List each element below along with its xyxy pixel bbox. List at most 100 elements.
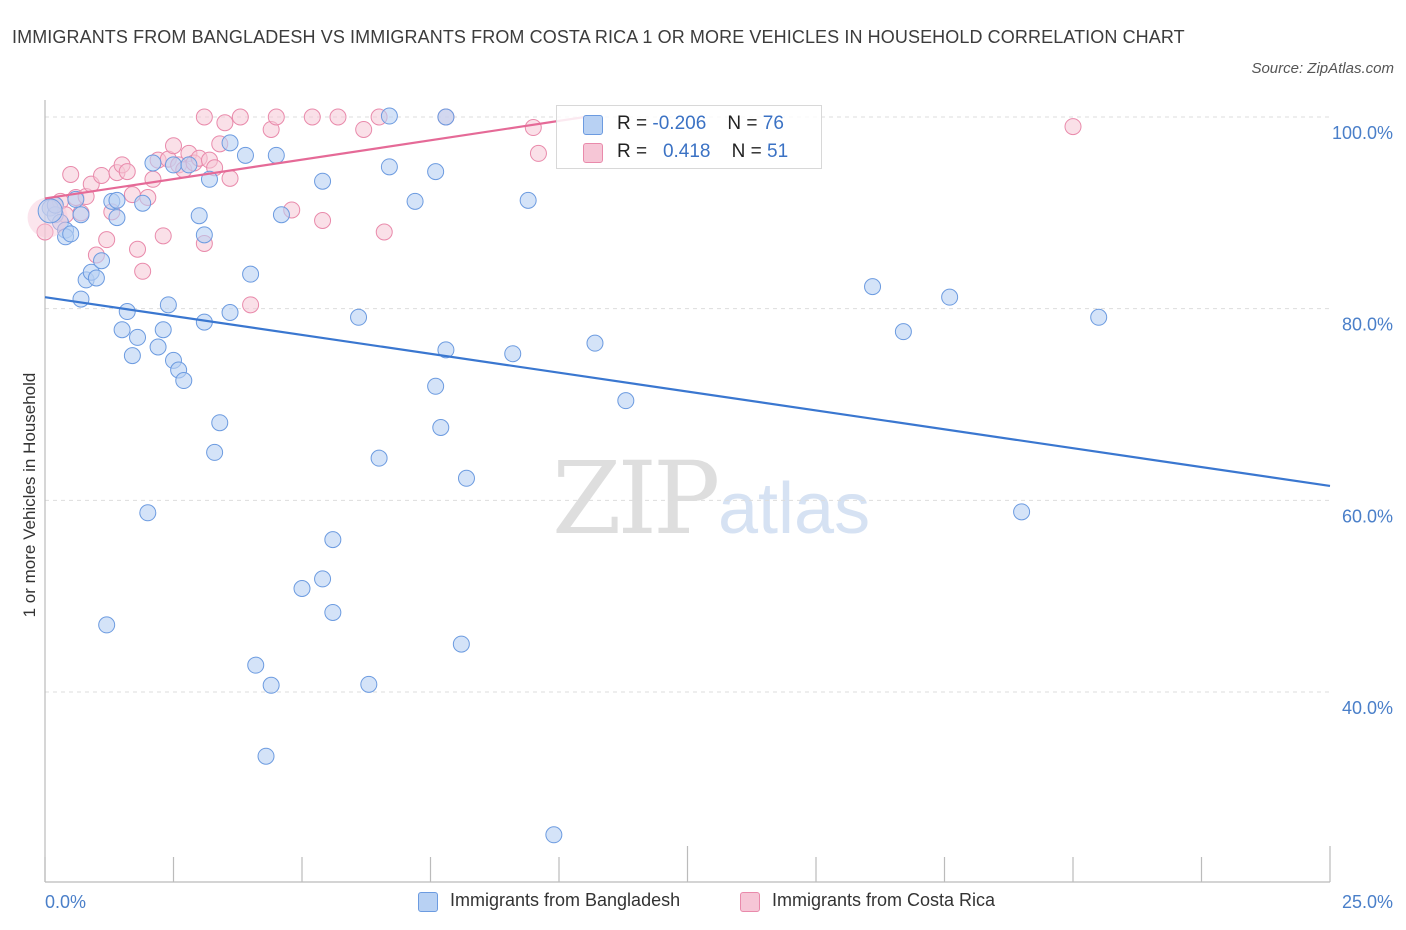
r-label: R = <box>617 113 648 134</box>
point-bangladesh <box>432 419 450 436</box>
point-bangladesh <box>267 146 285 164</box>
point-bangladesh <box>519 191 537 209</box>
point-bangladesh <box>360 675 378 693</box>
point-bangladesh <box>452 635 470 653</box>
point-bangladesh <box>293 580 311 597</box>
point-costa-rica <box>242 296 260 314</box>
point-bangladesh <box>406 192 424 210</box>
point-costa-rica <box>165 137 182 155</box>
source-label: Source: ZipAtlas.com <box>1251 60 1394 77</box>
point-costa-rica <box>529 144 547 162</box>
r-label: R = <box>617 141 648 162</box>
trend-line-bangladesh <box>44 296 1331 488</box>
correlation-legend: R = -0.206 N = 76 R = 0.418 N = 51 <box>556 105 822 169</box>
point-costa-rica <box>62 166 80 183</box>
legend-swatch-blue <box>583 115 603 135</box>
y-tick-label: 80.0% <box>1342 315 1393 335</box>
point-bangladesh <box>195 226 213 244</box>
point-bangladesh <box>154 321 172 339</box>
point-bangladesh <box>257 747 275 765</box>
legend-row-text: R = -0.206 N = 76 <box>617 113 784 135</box>
point-bangladesh <box>427 377 445 395</box>
r-value: -0.206 <box>652 113 707 134</box>
point-costa-rica <box>36 223 54 241</box>
point-bangladesh <box>262 676 280 694</box>
x-tick-label: 25.0% <box>1342 892 1393 912</box>
point-costa-rica <box>303 108 321 126</box>
point-bangladesh <box>370 449 388 467</box>
point-costa-rica <box>329 108 347 126</box>
point-costa-rica <box>134 262 152 280</box>
point-bangladesh <box>221 134 239 152</box>
point-bangladesh <box>149 338 167 356</box>
point-bangladesh <box>72 290 90 308</box>
watermark-zip: ZIP <box>552 440 720 557</box>
n-label: N = <box>727 113 758 134</box>
point-bangladesh <box>190 207 208 225</box>
point-costa-rica <box>195 108 213 126</box>
point-bangladesh <box>457 469 475 487</box>
n-value: 51 <box>767 141 789 162</box>
point-costa-rica <box>98 231 116 249</box>
point-bangladesh <box>272 206 290 224</box>
point-bangladesh <box>236 146 254 164</box>
point-cluster-bangladesh <box>37 198 63 224</box>
point-bangladesh <box>93 252 111 270</box>
point-bangladesh <box>545 826 563 844</box>
point-bangladesh <box>206 443 224 461</box>
point-costa-rica <box>221 169 239 187</box>
point-bangladesh <box>108 209 126 227</box>
point-bangladesh <box>113 321 131 339</box>
point-bangladesh <box>144 154 162 172</box>
point-bangladesh <box>314 172 332 190</box>
n-label: N = <box>731 141 762 162</box>
point-bangladesh <box>894 323 912 341</box>
point-costa-rica <box>93 166 111 184</box>
point-bangladesh <box>941 288 959 306</box>
point-costa-rica <box>1064 118 1082 136</box>
point-bangladesh <box>350 308 368 326</box>
point-bangladesh <box>324 603 342 621</box>
point-costa-rica <box>231 108 249 126</box>
point-costa-rica <box>118 163 136 181</box>
point-bangladesh <box>380 158 398 176</box>
legend-row-text: R = 0.418 N = 51 <box>617 141 788 163</box>
point-bangladesh <box>165 156 182 174</box>
trend-line-costa-rica <box>44 115 585 200</box>
point-costa-rica <box>154 227 172 245</box>
point-bangladesh <box>247 656 265 674</box>
r-value: 0.418 <box>662 141 711 162</box>
point-bangladesh <box>98 616 116 634</box>
n-value: 76 <box>762 113 784 134</box>
point-bangladesh <box>427 163 445 181</box>
point-bangladesh <box>175 372 193 390</box>
point-bangladesh <box>118 303 136 321</box>
point-bangladesh <box>72 206 90 224</box>
point-bangladesh <box>504 345 522 363</box>
legend-swatch-blue <box>418 892 438 912</box>
legend-item-label: Immigrants from Costa Rica <box>772 890 996 910</box>
point-costa-rica <box>314 212 332 229</box>
legend-swatch-pink <box>583 143 603 163</box>
point-costa-rica <box>524 119 542 137</box>
point-bangladesh <box>437 108 455 126</box>
point-bangladesh <box>1013 503 1031 521</box>
point-costa-rica <box>144 170 162 188</box>
point-bangladesh <box>139 504 157 522</box>
point-bangladesh <box>134 194 152 212</box>
point-bangladesh <box>108 191 126 209</box>
y-tick-label: 60.0% <box>1342 506 1393 526</box>
point-costa-rica <box>267 108 285 126</box>
legend-swatch-pink <box>740 892 760 912</box>
point-bangladesh <box>180 156 198 174</box>
chart-title: IMMIGRANTS FROM BANGLADESH VS IMMIGRANTS… <box>12 27 1185 47</box>
point-bangladesh <box>617 392 635 410</box>
point-bangladesh <box>221 304 239 321</box>
point-bangladesh <box>62 225 80 243</box>
point-bangladesh <box>437 341 455 359</box>
point-bangladesh <box>314 570 332 588</box>
point-bangladesh <box>129 328 147 346</box>
point-costa-rica <box>216 114 234 132</box>
point-costa-rica <box>355 120 373 138</box>
